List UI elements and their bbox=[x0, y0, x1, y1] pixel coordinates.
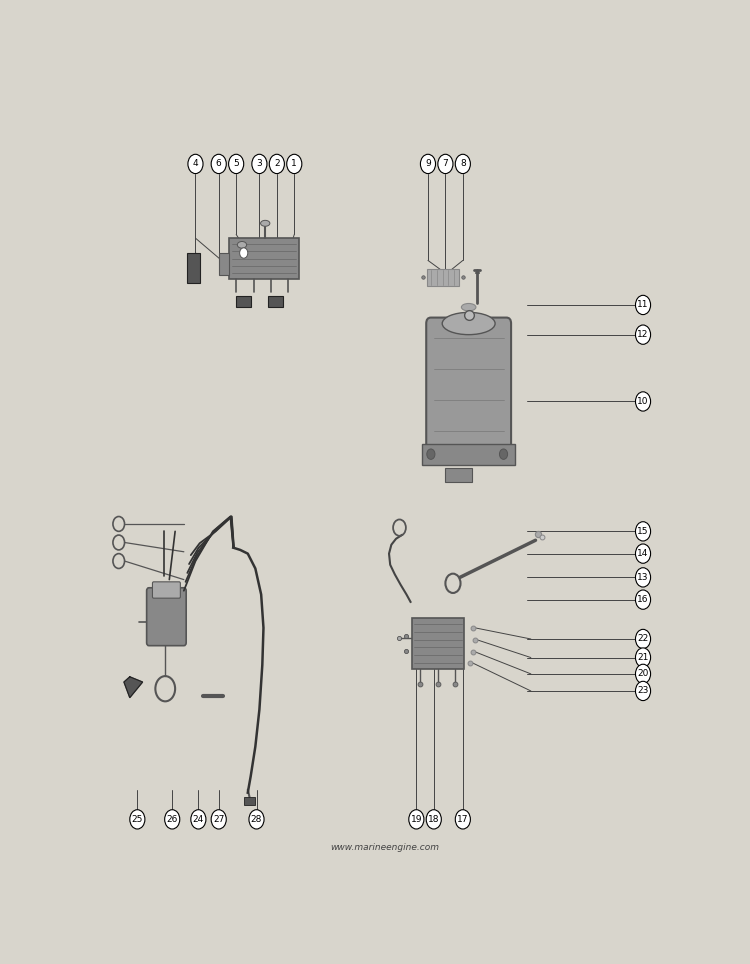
FancyBboxPatch shape bbox=[219, 253, 230, 276]
Text: 7: 7 bbox=[442, 159, 448, 169]
Text: 6: 6 bbox=[216, 159, 221, 169]
Text: 26: 26 bbox=[166, 815, 178, 824]
Text: 28: 28 bbox=[251, 815, 262, 824]
Text: 8: 8 bbox=[460, 159, 466, 169]
Text: 4: 4 bbox=[193, 159, 198, 169]
Circle shape bbox=[190, 810, 206, 829]
Text: 22: 22 bbox=[638, 634, 649, 644]
Circle shape bbox=[635, 664, 650, 683]
FancyBboxPatch shape bbox=[187, 253, 200, 282]
Circle shape bbox=[165, 810, 180, 829]
Circle shape bbox=[211, 154, 226, 174]
FancyBboxPatch shape bbox=[268, 296, 283, 308]
Circle shape bbox=[635, 648, 650, 667]
Circle shape bbox=[427, 449, 435, 460]
Circle shape bbox=[438, 154, 453, 174]
FancyBboxPatch shape bbox=[426, 317, 511, 452]
Circle shape bbox=[635, 325, 650, 344]
Text: 15: 15 bbox=[638, 527, 649, 536]
Circle shape bbox=[229, 154, 244, 174]
Text: 19: 19 bbox=[410, 815, 422, 824]
FancyBboxPatch shape bbox=[236, 296, 250, 308]
FancyBboxPatch shape bbox=[427, 269, 459, 286]
Circle shape bbox=[635, 590, 650, 609]
Circle shape bbox=[269, 154, 284, 174]
Text: 24: 24 bbox=[193, 815, 204, 824]
Circle shape bbox=[130, 810, 145, 829]
Text: 27: 27 bbox=[213, 815, 224, 824]
Circle shape bbox=[455, 154, 470, 174]
Text: 23: 23 bbox=[638, 686, 649, 695]
Text: 25: 25 bbox=[132, 815, 143, 824]
FancyBboxPatch shape bbox=[422, 443, 515, 465]
Circle shape bbox=[635, 682, 650, 701]
Text: 18: 18 bbox=[428, 815, 439, 824]
Text: 14: 14 bbox=[638, 549, 649, 558]
FancyBboxPatch shape bbox=[230, 238, 299, 279]
Circle shape bbox=[635, 544, 650, 563]
Circle shape bbox=[635, 629, 650, 649]
Circle shape bbox=[635, 568, 650, 587]
Text: 20: 20 bbox=[638, 669, 649, 679]
Circle shape bbox=[409, 810, 424, 829]
Circle shape bbox=[635, 391, 650, 411]
Circle shape bbox=[211, 810, 226, 829]
FancyBboxPatch shape bbox=[152, 582, 180, 598]
Text: www.marineengine.com: www.marineengine.com bbox=[330, 844, 439, 852]
Text: 2: 2 bbox=[274, 159, 280, 169]
Circle shape bbox=[286, 154, 302, 174]
Text: 5: 5 bbox=[233, 159, 239, 169]
Text: 1: 1 bbox=[292, 159, 297, 169]
Circle shape bbox=[188, 154, 203, 174]
Text: 21: 21 bbox=[638, 653, 649, 662]
Circle shape bbox=[455, 810, 470, 829]
Text: 12: 12 bbox=[638, 330, 649, 339]
Text: 11: 11 bbox=[638, 301, 649, 309]
Circle shape bbox=[252, 154, 267, 174]
Circle shape bbox=[421, 154, 436, 174]
Circle shape bbox=[240, 248, 248, 258]
Circle shape bbox=[426, 810, 441, 829]
Circle shape bbox=[635, 295, 650, 314]
Ellipse shape bbox=[442, 312, 495, 335]
Text: 16: 16 bbox=[638, 595, 649, 604]
FancyBboxPatch shape bbox=[147, 588, 186, 646]
FancyBboxPatch shape bbox=[244, 797, 255, 805]
Polygon shape bbox=[124, 677, 142, 698]
FancyBboxPatch shape bbox=[412, 618, 464, 669]
Ellipse shape bbox=[461, 304, 476, 311]
Text: 13: 13 bbox=[638, 573, 649, 582]
Text: 3: 3 bbox=[256, 159, 262, 169]
Text: 17: 17 bbox=[457, 815, 469, 824]
Text: 10: 10 bbox=[638, 397, 649, 406]
Circle shape bbox=[635, 522, 650, 541]
Circle shape bbox=[500, 449, 508, 460]
FancyBboxPatch shape bbox=[446, 469, 472, 482]
Ellipse shape bbox=[260, 221, 270, 227]
Ellipse shape bbox=[237, 242, 247, 248]
Text: 9: 9 bbox=[425, 159, 430, 169]
Circle shape bbox=[249, 810, 264, 829]
